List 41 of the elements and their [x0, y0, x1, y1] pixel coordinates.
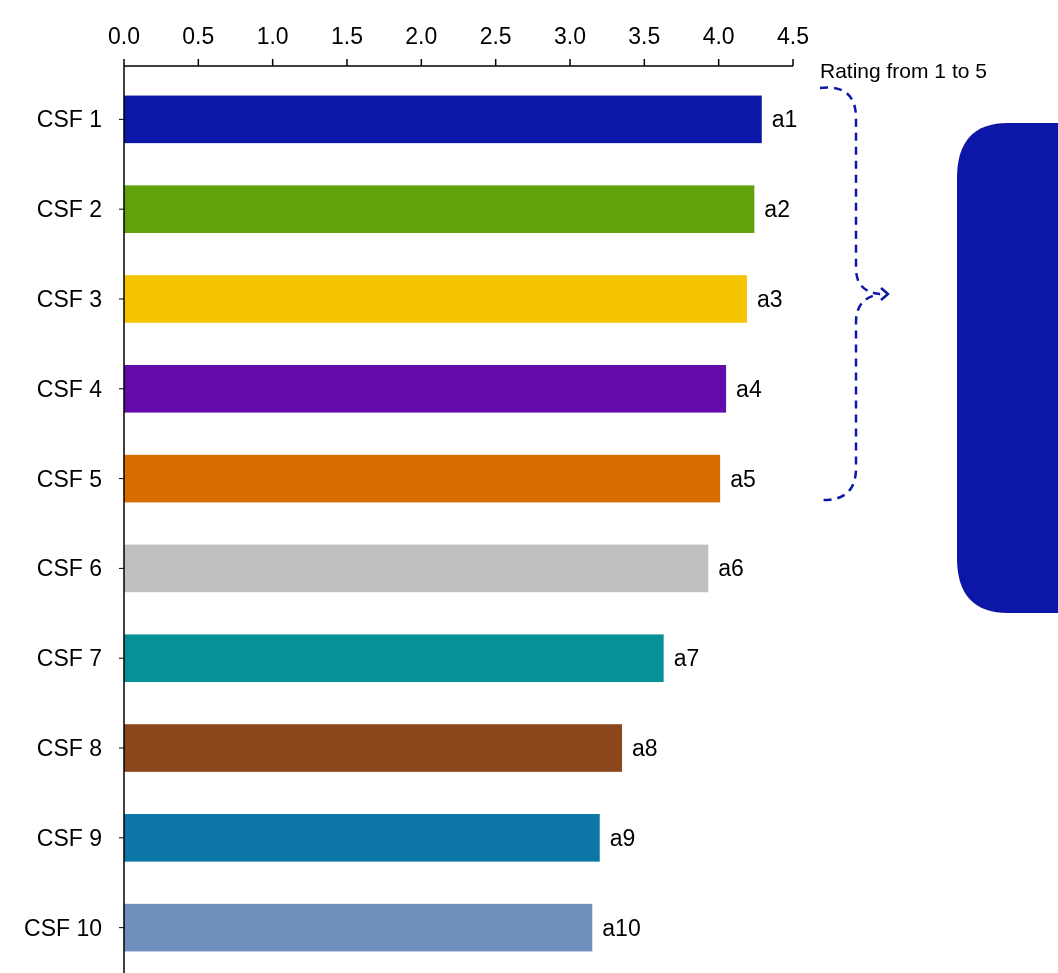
bar	[124, 95, 762, 144]
y-tick-label: CSF 1	[36, 106, 102, 133]
data-label: a9	[609, 824, 636, 851]
y-tick-label: CSF 7	[36, 645, 102, 672]
y-tick-label: CSF 2	[36, 196, 102, 223]
bar	[124, 454, 721, 503]
bar	[124, 814, 600, 862]
y-tick-label: CSF 4	[36, 375, 103, 402]
data-label: a10	[602, 914, 641, 941]
x-tick-label: 3.5	[628, 23, 661, 49]
bar	[124, 275, 747, 323]
y-tick-label: CSF 6	[36, 555, 102, 582]
x-tick-label: 2.0	[405, 23, 438, 49]
x-tick-label: 0.5	[182, 23, 215, 49]
data-label: a3	[756, 286, 783, 313]
x-tick-label: 4.0	[702, 23, 735, 49]
x-tick-label: 2.5	[479, 23, 512, 49]
bar	[124, 364, 727, 413]
data-label: a8	[632, 735, 658, 762]
y-tick-label: CSF 9	[36, 824, 102, 851]
x-tick-label: 3.0	[554, 23, 586, 49]
data-label: a5	[730, 465, 756, 492]
y-tick-label: CSF 10	[24, 914, 102, 941]
bar	[124, 724, 623, 772]
bar	[124, 544, 709, 593]
data-label: a1	[771, 106, 798, 133]
bar	[124, 903, 593, 952]
data-label: a7	[673, 645, 700, 672]
text: Rating from 1 to 5	[820, 59, 987, 82]
x-tick-label: 4.5	[777, 23, 809, 49]
data-label: a4	[736, 375, 762, 402]
data-label: a6	[718, 555, 744, 582]
bar	[124, 185, 755, 233]
y-tick-label: CSF 3	[36, 286, 102, 313]
data-label: a2	[764, 196, 790, 223]
x-tick-label: 0.0	[108, 23, 140, 49]
y-tick-label: CSF 8	[36, 735, 102, 762]
x-tick-label: 1.0	[256, 23, 289, 49]
x-tick-label: 1.5	[331, 23, 363, 49]
bar	[124, 634, 664, 683]
y-tick-label: CSF 5	[36, 465, 102, 492]
